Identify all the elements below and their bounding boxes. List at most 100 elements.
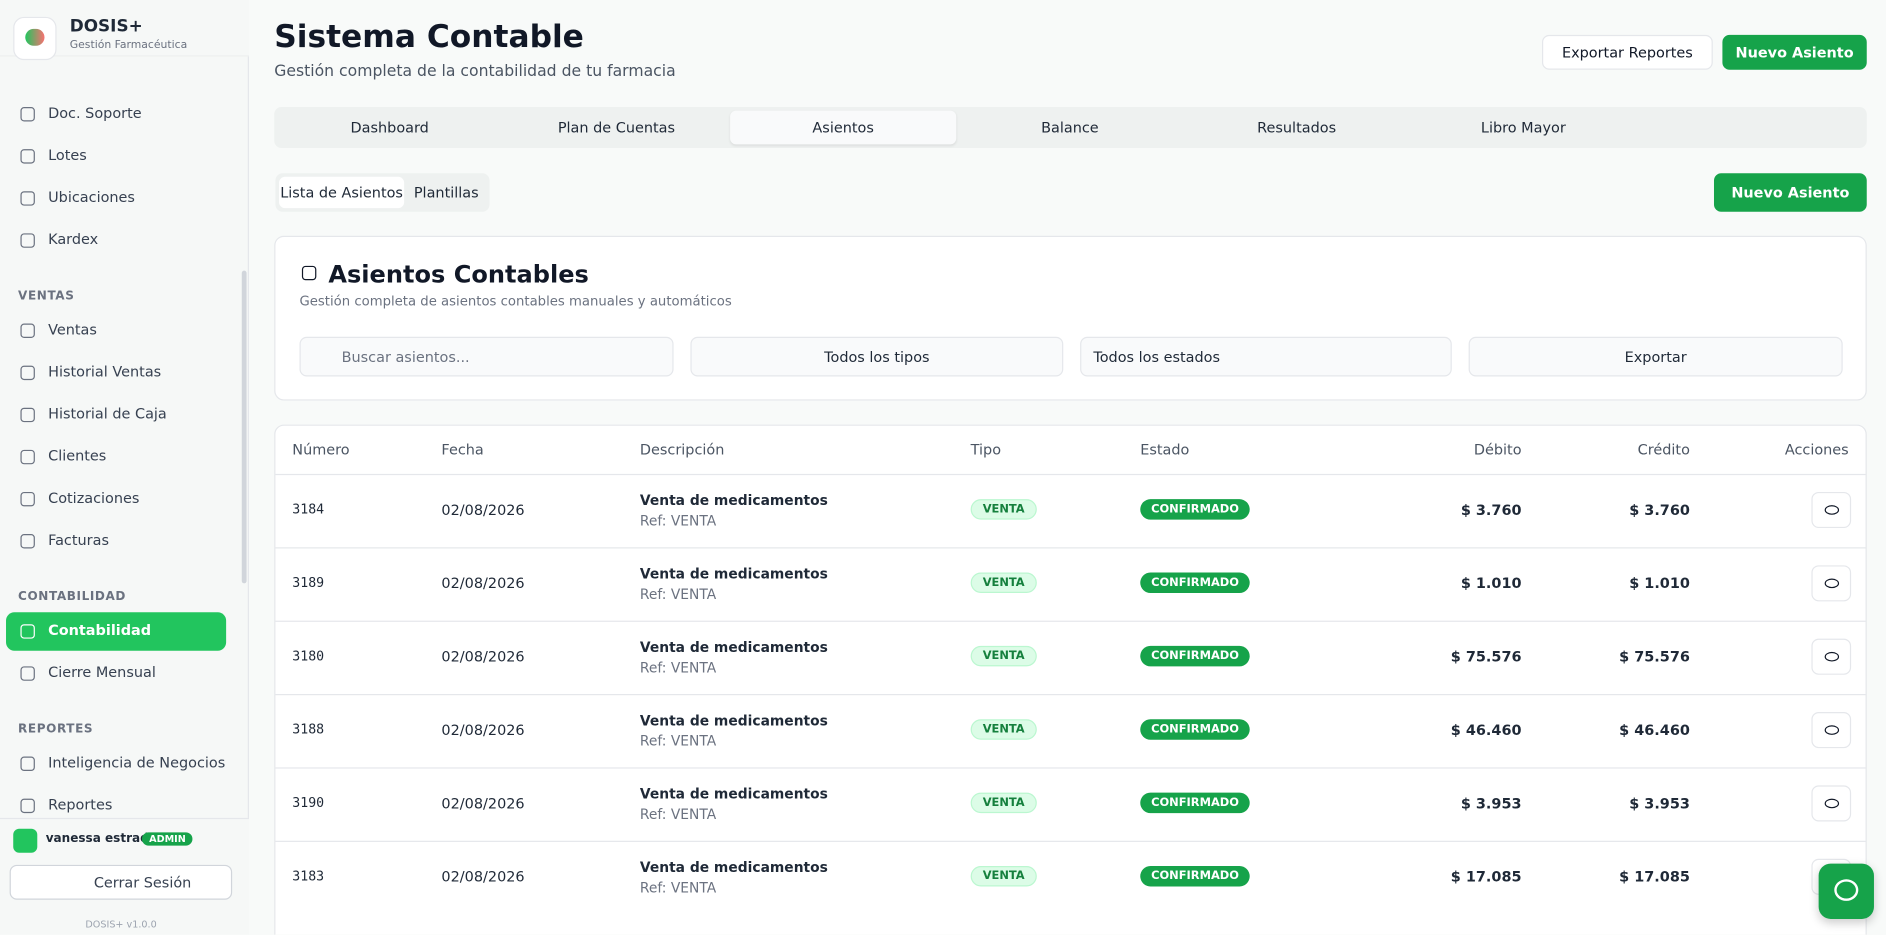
- card: Asientos Contables Gestión completa de as…: [274, 235, 1867, 401]
- subtab[interactable]: Lista de Asientos: [279, 176, 405, 209]
- brand-tagline: Gestión Farmacéutica: [69, 39, 188, 52]
- status-badge: CONFIRMADO: [1140, 866, 1250, 887]
- credit: $ 46.460: [1619, 721, 1690, 739]
- view-button[interactable]: [1811, 491, 1852, 529]
- logo-mark: [25, 28, 45, 46]
- entry-date: 02/08/2026: [441, 868, 525, 886]
- avatar: [13, 828, 38, 853]
- entry-number: 3189: [292, 574, 325, 591]
- type-filter[interactable]: Todos los tipos: [690, 336, 1064, 377]
- icon: [20, 624, 35, 639]
- view-button[interactable]: [1811, 638, 1852, 675]
- search-input[interactable]: Buscar asientos...: [299, 336, 674, 377]
- row-divider: [275, 473, 1866, 476]
- credit: $ 3.953: [1629, 795, 1690, 812]
- tab[interactable]: Libro Mayor: [1480, 119, 1566, 136]
- icon: [20, 534, 35, 549]
- nav-item[interactable]: Cotizaciones: [48, 489, 140, 507]
- entry-ref: Ref: VENTA: [639, 732, 717, 750]
- view-button[interactable]: [1811, 785, 1852, 822]
- logout-label: Cerrar Sesión: [93, 874, 192, 892]
- export-button-label: Exportar: [1624, 348, 1687, 366]
- type-badge: VENTA: [970, 645, 1037, 667]
- tab[interactable]: Resultados: [1257, 119, 1337, 136]
- nav-section: CONTABILIDAD: [18, 590, 127, 604]
- credit: $ 17.085: [1619, 868, 1690, 886]
- nav-item[interactable]: Kardex: [48, 230, 99, 248]
- type-filter-label: Todos los tipos: [824, 348, 930, 366]
- card-subtitle: Gestión completa de asientos contables m…: [299, 293, 732, 310]
- tab-bar: [274, 107, 1867, 148]
- entry-description: Venta de medicamentos: [639, 858, 828, 876]
- search-input-label: Buscar asientos...: [341, 348, 470, 366]
- subtab[interactable]: Plantillas: [413, 184, 479, 201]
- entry-ref: Ref: VENTA: [639, 512, 717, 530]
- nav-item[interactable]: Reportes: [48, 796, 113, 814]
- nav-item[interactable]: Historial de Caja: [48, 405, 167, 423]
- debit: $ 75.576: [1450, 648, 1522, 666]
- export-button[interactable]: Exportar: [1468, 336, 1843, 377]
- logout-button[interactable]: Cerrar Sesión: [9, 864, 233, 900]
- view-button[interactable]: [1811, 565, 1852, 602]
- entry-ref: Ref: VENTA: [639, 879, 717, 897]
- nav-item[interactable]: Lotes: [48, 146, 87, 164]
- status-badge: CONFIRMADO: [1140, 499, 1250, 520]
- eye-icon: [1824, 725, 1840, 735]
- entry-ref: Ref: VENTA: [639, 659, 717, 676]
- entry-description: Venta de medicamentos: [639, 638, 828, 656]
- tab[interactable]: Asientos: [730, 110, 957, 145]
- icon: [20, 798, 35, 814]
- page-title: Sistema Contable: [274, 19, 584, 56]
- nav-item[interactable]: Inteligencia de Negocios: [48, 754, 226, 771]
- nav-item[interactable]: Ubicaciones: [48, 188, 135, 206]
- type-badge: VENTA: [970, 572, 1037, 593]
- status-filter[interactable]: Todos los estados: [1080, 336, 1452, 377]
- nav-section: VENTAS: [18, 289, 75, 304]
- eye-icon: [1824, 505, 1840, 515]
- nav-item[interactable]: Facturas: [48, 531, 109, 549]
- page-subtitle: Gestión completa de la contabilidad de t…: [274, 62, 676, 81]
- credit: $ 3.760: [1629, 501, 1690, 519]
- nav-item[interactable]: Ventas: [48, 321, 97, 338]
- nav-item[interactable]: Doc. Soporte: [48, 104, 142, 122]
- nav-item[interactable]: Cierre Mensual: [48, 663, 156, 681]
- column-header: Crédito: [1637, 441, 1690, 459]
- entry-description: Venta de medicamentos: [639, 565, 828, 583]
- nav-item[interactable]: Historial Ventas: [48, 363, 162, 381]
- new-entry-button[interactable]: Nuevo Asiento: [1713, 173, 1867, 212]
- entry-ref: Ref: VENTA: [639, 805, 717, 823]
- sidebar: DOSIS+ Gestión Farmacéutica Doc. Soporte Lo…: [0, 0, 249, 935]
- nav-item[interactable]: Clientes: [48, 447, 107, 465]
- entry-description: Venta de medicamentos: [639, 491, 828, 509]
- icon: [20, 233, 35, 248]
- column-header: Número: [292, 441, 350, 459]
- tab[interactable]: Balance: [1041, 119, 1099, 136]
- icon: [20, 149, 35, 164]
- column-header: Estado: [1140, 441, 1190, 459]
- card-title: Asientos Contables: [328, 259, 589, 289]
- credit: $ 1.010: [1629, 574, 1690, 592]
- status-badge: CONFIRMADO: [1140, 792, 1250, 814]
- tab[interactable]: Dashboard: [350, 119, 429, 136]
- entry-date: 02/08/2026: [441, 648, 525, 666]
- scrollbar: [241, 270, 247, 584]
- type-badge: VENTA: [970, 499, 1037, 520]
- entry-description: Venta de medicamentos: [639, 712, 828, 729]
- nav-active: [6, 612, 227, 651]
- new-entry-button[interactable]: Nuevo Asiento: [1722, 34, 1867, 70]
- credit: $ 75.576: [1619, 648, 1690, 666]
- icon: [20, 756, 35, 771]
- view-button[interactable]: [1811, 712, 1852, 749]
- debit: $ 1.010: [1460, 574, 1522, 592]
- entry-number: 3183: [292, 868, 325, 885]
- row-divider: [275, 547, 1866, 549]
- icon: [20, 449, 35, 465]
- entry-number: 3190: [292, 795, 325, 811]
- status-badge: CONFIRMADO: [1140, 572, 1250, 593]
- tab[interactable]: Plan de Cuentas: [557, 119, 676, 136]
- column-header: Acciones: [1784, 441, 1849, 459]
- nav-item[interactable]: Contabilidad: [48, 621, 152, 639]
- export-reports-button[interactable]: Exportar Reportes: [1541, 34, 1713, 70]
- user-name: vanessa estrada: [45, 832, 157, 846]
- eye-icon: [1824, 798, 1840, 809]
